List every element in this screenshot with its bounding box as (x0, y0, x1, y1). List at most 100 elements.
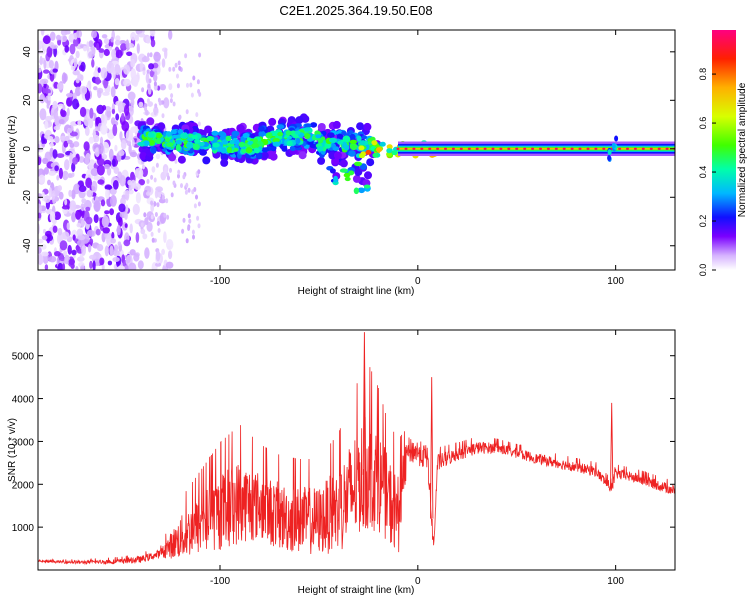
heatmap-cell (147, 52, 150, 58)
heatmap-cell (146, 98, 150, 104)
heatmap-cell (106, 234, 112, 246)
tone-peak (618, 147, 622, 150)
heatmap-cell (44, 88, 51, 95)
heatmap-cell (40, 30, 45, 36)
heatmap-cell (78, 185, 87, 193)
tone-band (398, 147, 675, 150)
heatmap-cell (104, 245, 109, 257)
heatmap-cell (146, 69, 150, 74)
heatmap-cell (253, 147, 260, 153)
heatmap-cell (154, 70, 158, 76)
heatmap-cell (118, 217, 123, 227)
heatmap-cell (199, 149, 207, 156)
heatmap-cell (123, 239, 131, 247)
heatmap-cell (153, 73, 158, 82)
heatmap-cell (111, 158, 116, 167)
heatmap-cell (153, 81, 157, 87)
heatmap-cell (285, 130, 292, 136)
tone-peak (546, 147, 550, 150)
heatmap-cell (251, 142, 259, 149)
heatmap-cell (125, 39, 130, 50)
heatmap-cell (130, 31, 137, 41)
heatmap-cell (124, 104, 130, 116)
heatmap-cell (41, 251, 49, 257)
heatmap-cell (130, 58, 136, 68)
heatmap-cell (295, 137, 301, 145)
heatmap-cell (100, 199, 106, 207)
heatmap-cell (89, 107, 94, 119)
heatmap-cell (176, 73, 179, 79)
heatmap-cell (135, 232, 140, 243)
heatmap-cell (108, 148, 114, 161)
heatmap-cell (142, 140, 150, 147)
heatmap-cell (372, 152, 379, 158)
heatmap-cell (38, 212, 42, 219)
heatmap-cell (359, 153, 365, 159)
heatmap-cell (139, 152, 148, 160)
heatmap-cell (91, 58, 95, 68)
heatmap-cell (197, 121, 201, 127)
colorbar-label: Normalized spectral amplitude (737, 82, 748, 217)
heatmap-cell (48, 187, 53, 198)
heatmap-cell (363, 184, 371, 189)
heatmap-cell (142, 70, 146, 76)
heatmap-cell (204, 125, 213, 134)
y-tick-label: -40 (22, 238, 33, 253)
heatmap-cell (132, 203, 140, 216)
snr-spike (430, 377, 434, 519)
heatmap-cell (172, 180, 176, 186)
heatmap-cell (97, 89, 102, 99)
heatmap-cell (56, 82, 64, 91)
heatmap-cell (66, 222, 71, 230)
heatmap-cell (170, 93, 174, 99)
heatmap-cell (198, 52, 202, 58)
heatmap-cell (75, 50, 80, 59)
heatmap-cell (95, 228, 101, 236)
heatmap-cell (352, 174, 361, 183)
heatmap-cell (303, 127, 311, 132)
heatmap-cell (53, 211, 61, 220)
tone-peak (459, 147, 463, 150)
heatmap-cell (48, 170, 56, 176)
heatmap-cell (60, 135, 67, 141)
heatmap-cell (72, 98, 79, 110)
heatmap-cell (145, 72, 150, 84)
heatmap-cell (52, 149, 58, 159)
heatmap-cell (92, 134, 100, 143)
heatmap-cell (86, 229, 95, 237)
heatmap-cell (289, 145, 296, 151)
heatmap-cell (87, 243, 92, 253)
heatmap-cell (310, 122, 318, 128)
heatmap-cell (150, 214, 154, 220)
tone-peak (641, 147, 645, 150)
tone-peak (404, 147, 408, 150)
heatmap-cell (135, 34, 139, 42)
heatmap-cell (117, 241, 122, 246)
heatmap-cell (81, 245, 86, 256)
heatmap-cell (78, 156, 85, 163)
heatmap-cell (154, 189, 159, 199)
heatmap-cell (155, 137, 161, 144)
heatmap-cell (161, 248, 166, 255)
y-tick-label: -20 (22, 190, 33, 205)
heatmap-cell (184, 53, 188, 59)
heatmap-cell (91, 30, 97, 39)
snr-frame (37, 329, 676, 571)
heatmap-cell (178, 114, 182, 120)
heatmap-cell (194, 138, 201, 144)
heatmap-cell (361, 135, 367, 140)
heatmap-cell (48, 60, 55, 69)
heatmap-cell (386, 151, 393, 157)
heatmap-cell (54, 165, 59, 172)
heatmap-cell (236, 124, 245, 133)
heatmap-cell (38, 174, 46, 185)
heatmap-cell (70, 65, 76, 71)
heatmap-cell (77, 235, 86, 241)
heatmap-cell (186, 82, 189, 88)
heatmap-cell (116, 224, 121, 236)
heatmap-cell (99, 257, 105, 266)
snr-spike (362, 332, 367, 475)
heatmap-cell (337, 140, 344, 145)
heatmap-cell (69, 152, 73, 165)
heatmap-cell (327, 132, 335, 139)
